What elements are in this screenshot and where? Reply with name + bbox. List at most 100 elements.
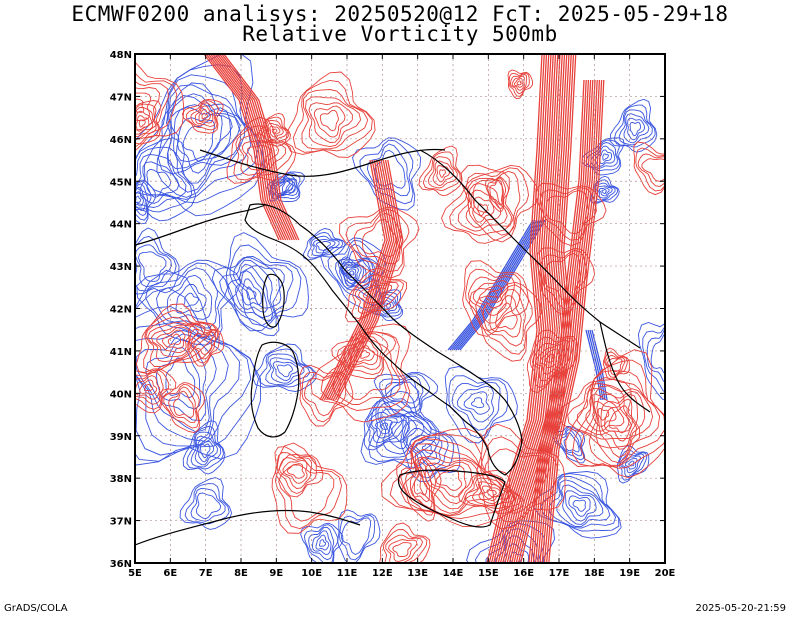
lat-label: 38N <box>110 474 132 485</box>
contour-line <box>386 303 392 310</box>
contour-line <box>135 368 177 414</box>
contour-line <box>535 182 607 247</box>
lat-lon-grid <box>135 54 665 563</box>
contour-line <box>489 295 522 338</box>
contour-line <box>601 189 607 195</box>
contour-line <box>139 379 158 396</box>
contour-line <box>274 180 291 195</box>
africa-coastline <box>135 509 361 546</box>
contour-line <box>402 419 455 479</box>
contour-line <box>537 79 594 563</box>
contour-line <box>241 278 262 306</box>
contour-line <box>303 228 346 261</box>
contour-line <box>210 54 287 241</box>
contour-line <box>197 440 215 463</box>
contour-line <box>344 267 408 323</box>
contour-line <box>214 54 291 241</box>
contour-line <box>269 125 281 138</box>
italy-coastline <box>244 203 523 476</box>
contour-line <box>360 381 440 468</box>
contour-line <box>337 257 381 289</box>
lat-label: 42N <box>110 305 132 316</box>
contour-line <box>616 445 650 484</box>
lon-label: 17E <box>549 568 570 579</box>
contour-line <box>321 159 388 401</box>
contour-line <box>212 54 289 241</box>
axis-labels: 5E 6E 7E 8E 9E 10E 11E 12E 13E 14E 15E 16E 17E 18E 19E… <box>110 50 676 579</box>
contour-line <box>135 329 229 442</box>
contour-line <box>166 95 242 193</box>
lon-label: 12E <box>372 568 393 579</box>
contour-line <box>300 522 344 563</box>
contour-line <box>173 106 232 184</box>
contour-line <box>143 74 260 200</box>
contour-line <box>135 87 160 131</box>
contour-line <box>400 437 509 517</box>
contour-line <box>301 89 369 150</box>
contour-line <box>332 159 400 401</box>
contour-line <box>488 54 545 563</box>
contour-line <box>513 78 524 88</box>
contour-line <box>448 375 509 439</box>
contour-line <box>147 321 206 363</box>
contour-line <box>481 485 504 502</box>
contour-line <box>451 219 538 351</box>
contour-line <box>135 269 262 466</box>
contour-line <box>485 291 499 302</box>
contour-line <box>135 80 169 141</box>
contour-line <box>516 80 522 86</box>
contour-line <box>135 227 180 295</box>
contour-line <box>460 164 540 243</box>
albania-coastline <box>599 321 651 413</box>
contour-line <box>135 191 144 207</box>
contour-line <box>465 268 522 332</box>
contour-line <box>163 383 200 429</box>
contour-line <box>278 464 335 522</box>
contour-line <box>167 333 182 345</box>
contour-line <box>276 452 317 494</box>
lon-label: 11E <box>337 568 358 579</box>
contour-line <box>641 158 665 182</box>
contour-line <box>319 159 386 401</box>
lat-label: 36N <box>110 559 132 570</box>
contour-line <box>411 443 502 516</box>
contour-line <box>330 159 397 401</box>
footer-left: GrADS/COLA <box>4 603 68 614</box>
contour-line <box>269 357 305 384</box>
contour-line <box>559 429 583 457</box>
contour-line <box>429 465 467 498</box>
contour-line <box>136 259 242 346</box>
contour-line <box>482 288 526 347</box>
contour-line <box>308 526 335 561</box>
contour-line <box>421 443 433 455</box>
contour-layer <box>135 54 665 563</box>
contour-line <box>495 54 552 563</box>
contour-line <box>184 483 230 525</box>
contour-line <box>181 98 224 134</box>
contour-line <box>186 425 225 470</box>
contour-line <box>235 270 268 313</box>
contour-line <box>508 54 566 563</box>
contour-line <box>308 102 353 143</box>
contour-line <box>564 490 597 522</box>
contour-line <box>182 120 216 163</box>
contour-line <box>486 54 543 563</box>
contour-line <box>252 343 317 392</box>
contour-line <box>534 79 592 563</box>
contour-line <box>494 535 536 563</box>
contour-line <box>457 219 544 351</box>
contour-line <box>556 479 611 527</box>
contour-line <box>187 323 225 367</box>
contour-line <box>143 310 217 372</box>
contour-line <box>156 84 252 198</box>
sicily-coastline <box>397 469 506 528</box>
contour-line <box>506 54 563 563</box>
contour-line <box>315 534 330 551</box>
contour-line <box>272 361 299 381</box>
contour-line <box>332 338 401 405</box>
lon-label: 15E <box>478 568 499 579</box>
contour-line <box>241 140 280 171</box>
contour-line <box>135 333 217 433</box>
contour-line <box>158 382 206 434</box>
